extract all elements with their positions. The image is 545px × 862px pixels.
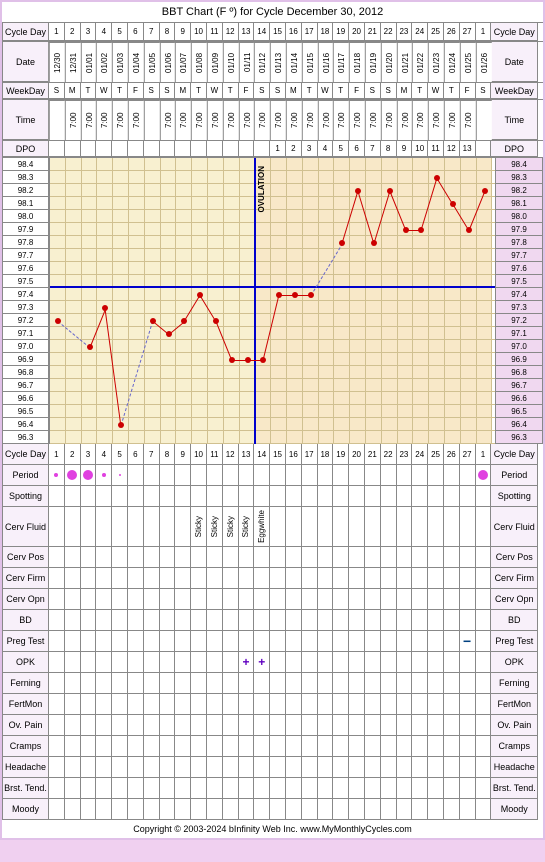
footer-copyright: Copyright © 2003-2024 bInfinity Web Inc.…: [2, 820, 543, 838]
chart-title: BBT Chart (F º) for Cycle December 30, 2…: [2, 2, 543, 22]
temp-point: [482, 188, 488, 194]
temp-point: [355, 188, 361, 194]
temp-point: [403, 227, 409, 233]
header-rows: Cycle Day1234567891011121314151617181920…: [2, 22, 543, 157]
temp-point: [197, 292, 203, 298]
temp-point: [387, 188, 393, 194]
temp-point: [55, 318, 61, 324]
temp-point: [102, 305, 108, 311]
temp-point: [245, 357, 251, 363]
temp-point: [292, 292, 298, 298]
temp-point: [166, 331, 172, 337]
temp-point: [434, 175, 440, 181]
temperature-plot-area: OVULATION: [49, 158, 496, 444]
tracking-rows: Cycle Day1234567891011121314151617181920…: [2, 444, 543, 820]
temp-point: [466, 227, 472, 233]
temp-point: [150, 318, 156, 324]
temp-point: [276, 292, 282, 298]
temp-point: [450, 201, 456, 207]
bbt-chart-container: BBT Chart (F º) for Cycle December 30, 2…: [0, 0, 545, 840]
temp-point: [308, 292, 314, 298]
temp-scale-left: 98.498.398.298.198.097.997.897.797.697.5…: [2, 158, 49, 444]
temp-point: [418, 227, 424, 233]
temp-point: [371, 240, 377, 246]
temp-point: [181, 318, 187, 324]
temp-point: [213, 318, 219, 324]
temp-scale-right: 98.498.398.298.198.097.997.897.797.697.5…: [496, 158, 543, 444]
temp-point: [229, 357, 235, 363]
temp-point: [260, 357, 266, 363]
temp-point: [339, 240, 345, 246]
temperature-chart: 98.498.398.298.198.097.997.897.797.697.5…: [2, 157, 543, 444]
temp-point: [118, 422, 124, 428]
temp-point: [87, 344, 93, 350]
